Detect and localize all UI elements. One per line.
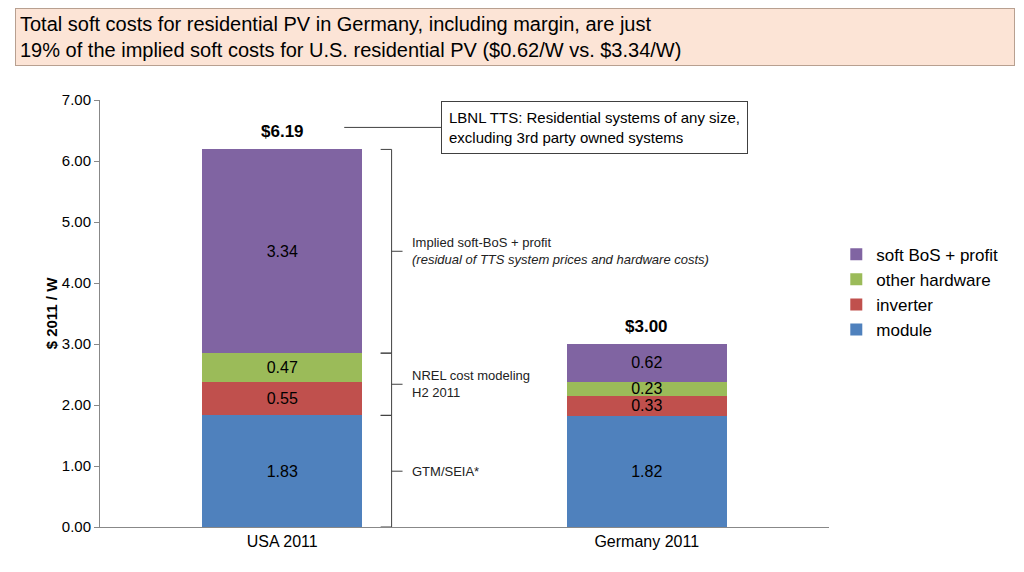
svg-text:0.47: 0.47 xyxy=(267,359,298,376)
svg-text:$6.19: $6.19 xyxy=(261,122,304,141)
svg-text:Total soft costs for residenti: Total soft costs for residential PV in G… xyxy=(20,13,681,61)
svg-text:Implied soft-BoS + profit(resi: Implied soft-BoS + profit(residual of TT… xyxy=(412,235,709,267)
svg-text:0.62: 0.62 xyxy=(631,354,662,371)
svg-text:$3.00: $3.00 xyxy=(625,317,668,336)
svg-text:soft BoS + profit: soft BoS + profit xyxy=(876,246,998,265)
svg-text:1.83: 1.83 xyxy=(267,463,298,480)
svg-text:Germany 2011: Germany 2011 xyxy=(594,533,699,550)
svg-text:0.55: 0.55 xyxy=(267,390,298,407)
svg-text:LBNL TTS: Residential systems: LBNL TTS: Residential systems of any siz… xyxy=(449,109,740,146)
svg-text:1.00: 1.00 xyxy=(62,457,91,474)
svg-text:0.33: 0.33 xyxy=(631,397,662,414)
svg-text:module: module xyxy=(876,321,932,340)
svg-text:1.82: 1.82 xyxy=(631,463,662,480)
svg-text:$ 2011 / W: $ 2011 / W xyxy=(43,277,60,350)
svg-text:2.00: 2.00 xyxy=(62,396,91,413)
svg-text:7.00: 7.00 xyxy=(62,91,91,108)
svg-text:USA 2011: USA 2011 xyxy=(247,533,318,550)
svg-text:NREL cost modelingH2 2011: NREL cost modelingH2 2011 xyxy=(412,368,530,400)
svg-text:6.00: 6.00 xyxy=(62,152,91,169)
svg-text:5.00: 5.00 xyxy=(62,213,91,230)
svg-text:GTM/SEIA*: GTM/SEIA* xyxy=(412,464,479,479)
svg-text:4.00: 4.00 xyxy=(62,274,91,291)
svg-text:other hardware: other hardware xyxy=(876,271,990,290)
svg-text:3.00: 3.00 xyxy=(62,335,91,352)
svg-text:inverter: inverter xyxy=(876,296,933,315)
svg-text:0.00: 0.00 xyxy=(62,518,91,535)
svg-text:0.23: 0.23 xyxy=(631,380,662,397)
svg-text:3.34: 3.34 xyxy=(267,243,298,260)
